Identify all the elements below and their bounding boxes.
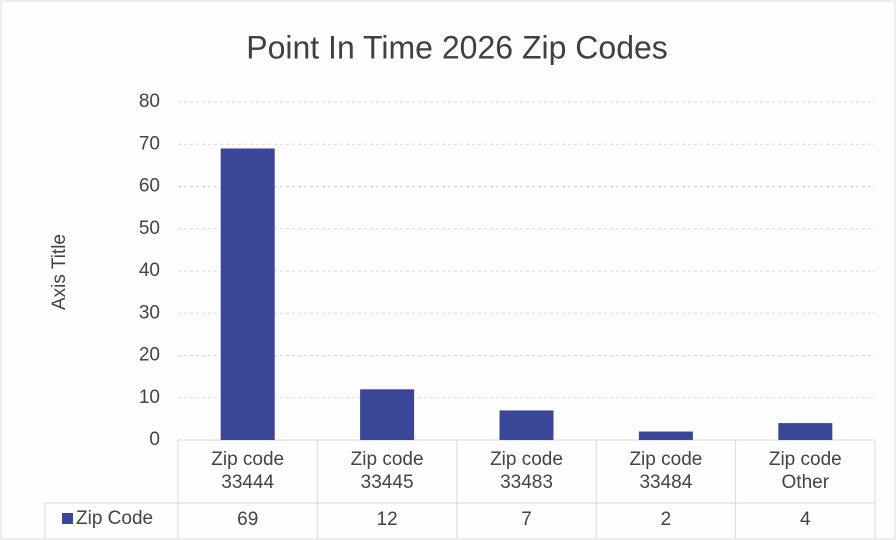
table-value: 2	[661, 509, 672, 530]
legend-key	[62, 513, 73, 524]
x-tick-label: Zip code 33484	[629, 449, 703, 493]
bar	[360, 389, 415, 440]
y-tick-label: 70	[139, 133, 160, 154]
x-tick-label: Zip code 33444	[211, 449, 285, 493]
bar	[220, 148, 275, 440]
x-tick-label: Zip code 33483	[490, 449, 563, 493]
x-tick-label: Zip code Other	[768, 449, 842, 493]
table-value: 12	[377, 509, 398, 530]
bar	[499, 410, 554, 440]
y-tick-label: 40	[139, 260, 160, 281]
x-tick-label: Zip code 33445	[350, 449, 424, 493]
y-tick-label: 30	[139, 302, 160, 323]
y-tick-label: 0	[149, 429, 160, 450]
y-tick-label: 60	[139, 176, 160, 197]
bar	[638, 431, 693, 440]
y-tick-label: 80	[139, 91, 160, 112]
y-tick-label: 20	[139, 345, 160, 366]
y-tick-label: 10	[139, 387, 160, 408]
table-value: 69	[237, 509, 258, 530]
legend-label: Zip Code	[76, 508, 153, 529]
table-value: 7	[521, 509, 532, 530]
bar	[778, 423, 833, 440]
chart-title: Point In Time 2026 Zip Codes	[246, 29, 668, 65]
y-tick-label: 50	[139, 218, 160, 239]
y-axis-title: Axis Title	[49, 234, 70, 310]
table-value: 4	[800, 509, 811, 530]
